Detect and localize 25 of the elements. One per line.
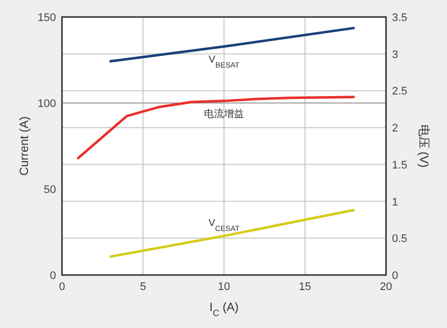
y-tick-label: 150 bbox=[38, 12, 56, 24]
y2-tick-label: 1.5 bbox=[392, 159, 408, 172]
y-tick-label: 100 bbox=[38, 98, 56, 110]
line-series bbox=[109, 208, 355, 258]
line-series bbox=[76, 96, 355, 160]
y-axis-title: Current (A) bbox=[17, 116, 31, 176]
x-tick-label: 15 bbox=[298, 281, 312, 293]
y2-tick-label: 1 bbox=[392, 196, 398, 208]
y-tick-label: 50 bbox=[44, 184, 56, 196]
y2-tick-label: 2.5 bbox=[392, 86, 408, 98]
x-tick-label: 10 bbox=[218, 281, 230, 293]
y2-tick-label: 2 bbox=[392, 122, 398, 135]
y2-tick-label: 3.5 bbox=[392, 12, 408, 24]
y-tick-label: 0 bbox=[50, 270, 56, 282]
y2-tick-label: 3 bbox=[392, 48, 398, 61]
y2-axis-title: 电压 (V) bbox=[417, 124, 431, 168]
x-tick-label: 5 bbox=[140, 281, 146, 293]
x-axis-title: I$_{C}$ (A) bbox=[209, 300, 239, 318]
x-tick-label: 20 bbox=[380, 281, 392, 293]
y2-tick-label: 0.5 bbox=[392, 233, 408, 246]
series-label: V$_{CESAT}$ bbox=[208, 218, 240, 232]
x-tick-label: 0 bbox=[58, 281, 66, 293]
series-label: 电流增益 bbox=[204, 108, 244, 120]
y2-tick-label: 0 bbox=[392, 270, 398, 282]
series-label: V$_{BESAT}$ bbox=[208, 54, 240, 69]
